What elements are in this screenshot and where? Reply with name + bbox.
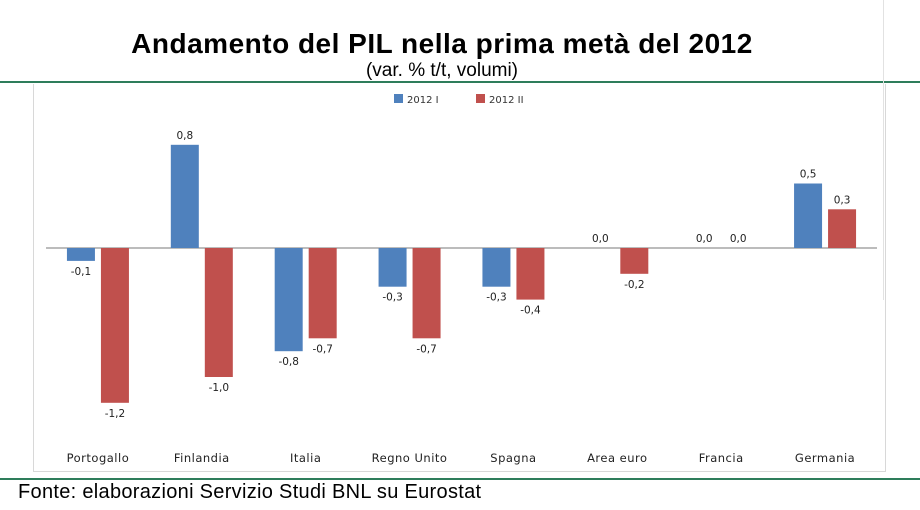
category-label: Spagna (490, 451, 536, 465)
data-label: -0,7 (416, 343, 437, 355)
bar (482, 248, 511, 287)
data-label: -1,0 (209, 382, 230, 394)
chart-area: 2012 I 2012 II -0,1 -1,2 Portogallo 0,8 -1,0 Fi… (33, 84, 886, 472)
legend-swatch (394, 94, 403, 103)
bottom-divider (0, 478, 920, 480)
bar (100, 248, 129, 403)
bar (170, 144, 199, 248)
category-label: Area euro (587, 451, 648, 465)
data-label: 0,8 (176, 130, 193, 142)
data-label: -0,7 (312, 343, 333, 355)
data-label: -0,1 (71, 266, 92, 278)
data-label: -0,3 (382, 292, 403, 304)
category-label: Regno Unito (372, 451, 448, 465)
chart-subtitle: (var. % t/t, volumi) (365, 60, 519, 81)
category-label: Francia (699, 451, 744, 465)
legend-label: 2012 II (489, 95, 524, 106)
top-divider (0, 81, 920, 83)
legend-label: 2012 I (407, 95, 439, 106)
category-label: Finlandia (174, 451, 230, 465)
bar (620, 248, 649, 274)
bar (66, 248, 95, 261)
bar (204, 248, 233, 377)
bar (274, 248, 303, 352)
data-label: -0,3 (486, 292, 507, 304)
data-label: 0,0 (730, 233, 747, 245)
bar (828, 209, 857, 248)
bar (794, 183, 823, 248)
category-label: Portogallo (67, 451, 130, 465)
data-label: -1,2 (105, 408, 126, 420)
bar-chart: 2012 I 2012 II -0,1 -1,2 Portogallo 0,8 -1,0 Fi… (46, 94, 877, 465)
bar (308, 248, 337, 339)
data-label: -0,8 (278, 356, 299, 368)
bar (378, 248, 407, 287)
data-label: 0,3 (834, 194, 851, 206)
category-label: Germania (795, 451, 855, 465)
bar (516, 248, 545, 300)
bar (412, 248, 441, 339)
data-label: 0,5 (800, 169, 817, 181)
data-label: 0,0 (696, 233, 713, 245)
source-note: Fonte: elaborazioni Servizio Studi BNL s… (18, 481, 482, 503)
slide-edge (883, 0, 884, 300)
chart-title: Andamento del PIL nella prima metà del 2… (131, 28, 753, 59)
category-label: Italia (290, 451, 321, 465)
data-label: -0,2 (624, 279, 645, 291)
data-label: -0,4 (520, 305, 541, 317)
data-label: 0,0 (592, 233, 609, 245)
legend-swatch (476, 94, 485, 103)
